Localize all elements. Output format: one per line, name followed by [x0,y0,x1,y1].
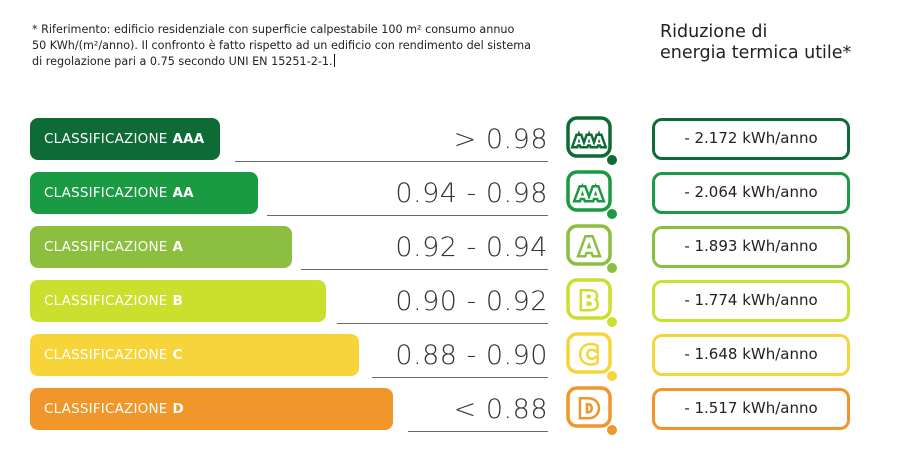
badge-letter: AAA [574,135,604,150]
class-bar-prefix: CLASSIFICAZIONE [44,185,168,201]
title-line: energia termica utile* [660,43,852,63]
class-bar: CLASSIFICAZIONE B [30,280,326,322]
class-row-aaa: CLASSIFICAZIONE AAA > 0.98 AAA - 2.172 kW… [0,116,902,165]
class-bar-prefix: CLASSIFICAZIONE [44,347,168,363]
class-bar-grade: AA [172,185,194,201]
class-bar-prefix: CLASSIFICAZIONE [44,401,168,417]
efficiency-range: 0.92 - 0.94 [301,228,548,270]
energy-reduction-value: - 2.064 kWh/anno [652,172,850,214]
badge-letter: C [580,341,598,369]
efficiency-range: 0.94 - 0.98 [267,174,548,216]
class-badge-icon: B [565,278,625,334]
energy-reduction-value: - 2.172 kWh/anno [652,118,850,160]
class-bar: CLASSIFICAZIONE AAA [30,118,220,160]
class-badge-icon: A [565,224,625,280]
class-badge-icon: AA [565,170,625,226]
footnote-line: di regolazione pari a 0.75 secondo UNI E… [32,54,592,70]
footnote-line: 50 KWh/(m²/anno). Il confronto è fatto r… [32,39,532,52]
class-bar: CLASSIFICAZIONE AA [30,172,258,214]
footnote-line-text: di regolazione pari a 0.75 secondo UNI E… [32,55,333,68]
badge-letter: B [580,287,598,315]
efficiency-range: 0.90 - 0.92 [337,282,548,324]
class-row-c: CLASSIFICAZIONE C 0.88 - 0.90 C - 1.648 k… [0,332,902,381]
class-badge-icon: C [565,332,625,388]
class-row-a: CLASSIFICAZIONE A 0.92 - 0.94 A - 1.893 k… [0,224,902,273]
class-bar-prefix: CLASSIFICAZIONE [44,131,168,147]
class-bar-grade: AAA [172,131,205,147]
class-bar-grade: D [172,401,184,417]
class-bar-grade: B [172,293,184,309]
class-bar-prefix: CLASSIFICAZIONE [44,239,168,255]
reference-footnote: * Riferimento: edificio residenziale con… [32,22,592,70]
footnote-line: * Riferimento: edificio residenziale con… [32,23,515,36]
class-bar-grade: A [172,239,184,255]
class-badge-icon: D [565,386,625,442]
class-bar: CLASSIFICAZIONE A [30,226,292,268]
reduction-column-title: Riduzione di energia termica utile* [660,22,851,64]
class-row-b: CLASSIFICAZIONE B 0.90 - 0.92 B - 1.774 k… [0,278,902,327]
energy-reduction-value: - 1.517 kWh/anno [652,388,850,430]
class-row-aa: CLASSIFICAZIONE AA 0.94 - 0.98 AA - 2.064… [0,170,902,219]
class-bar: CLASSIFICAZIONE C [30,334,359,376]
class-row-d: CLASSIFICAZIONE D < 0.88 D - 1.517 kWh/an… [0,386,902,435]
class-bar-prefix: CLASSIFICAZIONE [44,293,168,309]
energy-reduction-value: - 1.893 kWh/anno [652,226,850,268]
class-badge-icon: AAA [565,116,625,172]
badge-letter: A [580,233,599,261]
energy-reduction-value: - 1.648 kWh/anno [652,334,850,376]
efficiency-range: > 0.98 [235,120,548,162]
efficiency-range: 0.88 - 0.90 [372,336,548,378]
badge-letter: D [579,395,599,423]
text-caret [333,54,335,67]
class-bar-grade: C [172,347,183,363]
title-line: Riduzione di [660,22,768,42]
energy-reduction-value: - 1.774 kWh/anno [652,280,850,322]
efficiency-range: < 0.88 [408,390,548,432]
class-bar: CLASSIFICAZIONE D [30,388,393,430]
badge-letter: AA [576,185,603,205]
